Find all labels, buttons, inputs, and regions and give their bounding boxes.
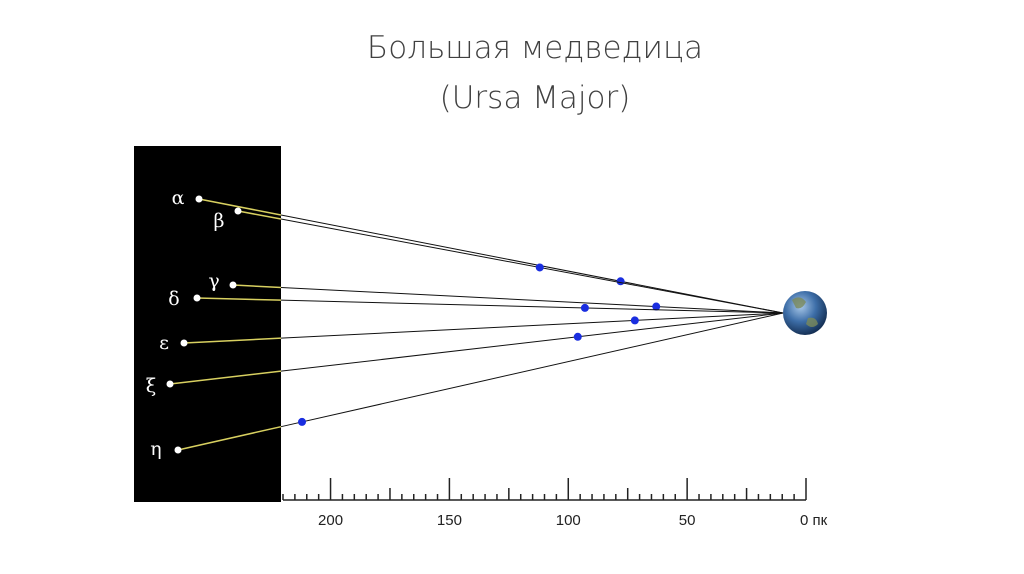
sight-line bbox=[280, 286, 784, 314]
tick-label: 50 bbox=[679, 512, 696, 529]
star-dot bbox=[166, 380, 174, 388]
tick-label: 0 пк bbox=[800, 512, 828, 529]
sight-line bbox=[280, 312, 784, 372]
sight-line bbox=[280, 299, 784, 314]
distance-dot bbox=[298, 417, 307, 426]
star-label: β bbox=[214, 210, 225, 232]
star-label: δ bbox=[168, 288, 179, 310]
star-dot bbox=[234, 207, 242, 215]
star-dot bbox=[193, 294, 201, 302]
distance-dot bbox=[535, 263, 544, 272]
star-label: ξ bbox=[146, 375, 156, 397]
earth-land bbox=[792, 297, 818, 327]
distance-dot bbox=[616, 277, 625, 286]
sight-line bbox=[280, 218, 784, 314]
tick-label: 150 bbox=[437, 512, 462, 529]
star-label: γ bbox=[208, 270, 219, 292]
title: Большая медведица bbox=[367, 30, 703, 66]
sky-line bbox=[237, 210, 282, 220]
star-dot bbox=[195, 195, 203, 203]
distance-dot bbox=[630, 316, 639, 325]
earth bbox=[783, 291, 827, 335]
sky-line bbox=[177, 425, 282, 451]
sky-line bbox=[232, 284, 282, 289]
distance-dot bbox=[573, 332, 582, 341]
sight-line bbox=[280, 312, 784, 339]
sight-line bbox=[280, 312, 784, 428]
star-label: ε bbox=[159, 332, 169, 354]
sky-line bbox=[183, 337, 282, 344]
sky-line bbox=[198, 198, 282, 216]
star-dot bbox=[180, 339, 188, 347]
sky-line bbox=[196, 297, 282, 301]
subtitle: (Ursa Major) bbox=[440, 80, 631, 116]
tick-label: 200 bbox=[318, 512, 343, 529]
tick-label: 100 bbox=[556, 512, 581, 529]
star-label: α bbox=[172, 187, 185, 209]
distance-dot bbox=[652, 302, 661, 311]
star-label: η bbox=[150, 438, 161, 460]
star-dot bbox=[229, 281, 237, 289]
distance-dot bbox=[580, 303, 589, 312]
sky-line bbox=[169, 370, 282, 385]
star-dot bbox=[174, 446, 182, 454]
sight-line bbox=[280, 214, 784, 314]
